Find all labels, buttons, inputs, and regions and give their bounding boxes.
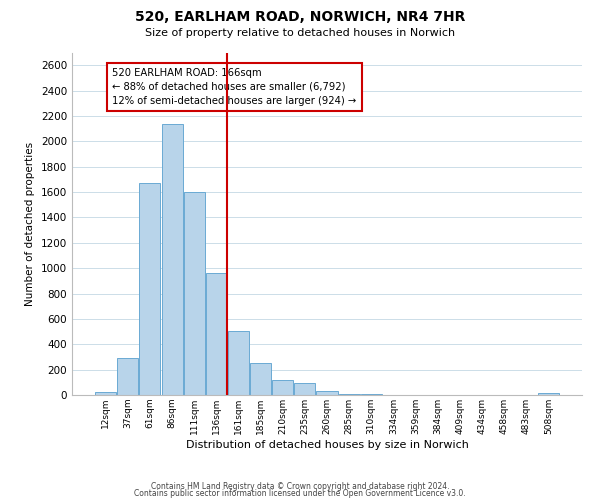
Bar [316,390,338,395]
Bar [228,331,249,395]
Bar [139,183,160,395]
Y-axis label: Number of detached properties: Number of detached properties [25,142,35,306]
Text: Contains public sector information licensed under the Open Government Licence v3: Contains public sector information licen… [134,490,466,498]
Bar [250,364,271,395]
X-axis label: Distribution of detached houses by size in Norwich: Distribution of detached houses by size … [185,440,469,450]
Bar [206,273,227,395]
Bar [295,383,316,395]
Text: 520 EARLHAM ROAD: 166sqm
← 88% of detached houses are smaller (6,792)
12% of sem: 520 EARLHAM ROAD: 166sqm ← 88% of detach… [112,68,356,106]
Bar [118,358,139,395]
Bar [538,393,559,395]
Bar [161,124,182,395]
Bar [338,394,359,395]
Text: 520, EARLHAM ROAD, NORWICH, NR4 7HR: 520, EARLHAM ROAD, NORWICH, NR4 7HR [135,10,465,24]
Bar [361,394,382,395]
Text: Size of property relative to detached houses in Norwich: Size of property relative to detached ho… [145,28,455,38]
Text: Contains HM Land Registry data © Crown copyright and database right 2024.: Contains HM Land Registry data © Crown c… [151,482,449,491]
Bar [272,380,293,395]
Bar [184,192,205,395]
Bar [95,392,116,395]
